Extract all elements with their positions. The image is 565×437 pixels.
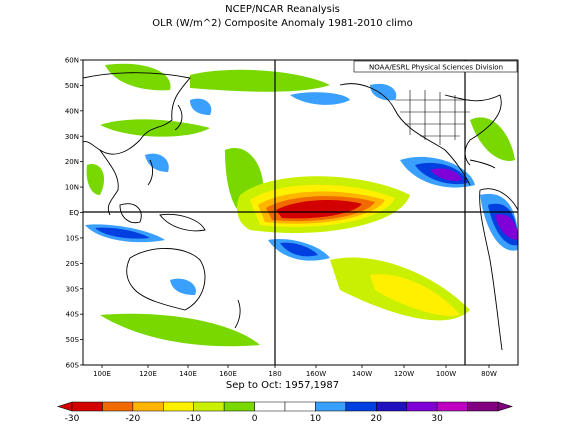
lon-tick-label-160e: 160E [219, 370, 237, 378]
colorbar-label: -10 [186, 414, 201, 424]
coast-borneo [119, 203, 142, 224]
coastlines [83, 72, 518, 351]
anomaly-fill-blue-north [290, 92, 350, 105]
lat-tick-label-40n: 40N [65, 107, 79, 115]
anomaly-fill-darkblue-indonesia [95, 227, 150, 239]
colorbar-segment [436, 401, 468, 412]
colorbar-segment [345, 401, 377, 412]
colorbar: -30 -20 -10 0 10 20 30 [57, 401, 513, 424]
state-boundaries [395, 90, 470, 145]
colorbar-segment [406, 401, 438, 412]
coast-australia [126, 248, 206, 311]
colorbar-segment [132, 401, 164, 412]
anomaly-fill-blue-wp [145, 153, 169, 172]
lat-tick-label-40s: 40S [66, 311, 80, 319]
reference-lines [83, 60, 518, 365]
lon-tick-label-180: 180 [268, 370, 281, 378]
anomaly-fill-blue-sw [170, 278, 196, 295]
colorbar-segment [315, 401, 347, 412]
colorbar-label: 10 [310, 414, 322, 424]
coast-se-asia [99, 149, 119, 216]
colorbar-arrow-low [57, 401, 73, 412]
colorbar-segment [193, 401, 225, 412]
lat-tick-label-eq: EQ [69, 209, 79, 217]
coast-newguinea [159, 213, 206, 232]
coast-japan [174, 104, 183, 131]
lat-tick-label-10s: 10S [66, 234, 80, 242]
coast-north-america [339, 83, 471, 186]
lat-tick-label-30s: 30S [66, 285, 80, 293]
colorbar-segment [223, 401, 255, 412]
anomaly-fill-green-atlantic [470, 117, 515, 161]
colorbar-label: 30 [431, 414, 443, 424]
anomaly-fill-green-nw [105, 63, 171, 91]
coast-asia [83, 72, 191, 155]
lon-tick-label-120w: 120W [394, 370, 414, 378]
colorbar-label: 20 [371, 414, 383, 424]
colorbar-label: 0 [252, 414, 258, 424]
anomaly-fill-green-indian [86, 164, 105, 195]
credit-box [353, 60, 518, 73]
colorbar-arrow-high [497, 401, 513, 412]
anomaly-fill-red-eq [276, 200, 362, 219]
lat-tick-label-50s: 50S [66, 336, 80, 344]
anomaly-fill-darkblue-sp [280, 242, 318, 257]
period-label: Sep to Oct: 1957,1987 [225, 380, 340, 391]
longitude-ticks: 100E 120E 140E 160E 180 160W 140W 120W 100W 80W [93, 365, 497, 378]
coast-south-america [479, 188, 518, 351]
chart-title: NCEP/NCAR Reanalysis [225, 4, 340, 15]
colorbar-segment [467, 401, 499, 412]
anomaly-fill-green-south [100, 313, 260, 347]
latitude-ticks: 60N 50N 40N 30N 20N 10N EQ 10S 20S 30S 40S 50S 60S [65, 57, 83, 370]
lon-tick-label-140w: 140W [352, 370, 372, 378]
lat-tick-label-20n: 20N [65, 158, 79, 166]
anomaly-field [85, 63, 518, 347]
coast-philippines [147, 159, 154, 186]
anomaly-fill-yellow-southpac [370, 274, 460, 316]
colorbar-segment [102, 401, 134, 412]
anomaly-fill-blue-ne [370, 83, 397, 101]
coast-newzealand [234, 299, 241, 329]
lat-tick-label-10n: 10N [65, 184, 79, 192]
lon-tick-label-140e: 140E [179, 370, 197, 378]
colorbar-segment [71, 401, 103, 412]
colorbar-label: -20 [126, 414, 141, 424]
anomaly-fill-purple-caribbean [430, 168, 462, 181]
colorbar-label: -30 [65, 414, 80, 424]
lon-tick-label-100w: 100W [436, 370, 456, 378]
colorbar-segment [284, 401, 316, 412]
coast-cuba [469, 159, 496, 169]
credit-label: NOAA/ESRL Physical Sciences Division [369, 64, 503, 72]
lat-tick-label-50n: 50N [65, 82, 79, 90]
anomaly-fill-green-north [190, 69, 330, 92]
lon-tick-label-80w: 80W [481, 370, 497, 378]
chart-subtitle: OLR (W/m^2) Composite Anomaly 1981-2010 … [152, 18, 413, 29]
colorbar-segment [376, 401, 407, 412]
lon-tick-label-120e: 120E [139, 370, 157, 378]
lat-tick-label-30n: 30N [65, 133, 79, 141]
lat-tick-label-60n: 60N [65, 57, 79, 65]
lat-tick-label-60s: 60S [66, 362, 80, 370]
colorbar-segment [163, 401, 194, 412]
lon-tick-label-100e: 100E [93, 370, 111, 378]
lat-tick-label-20s: 20S [66, 260, 80, 268]
anomaly-fill-blue-subtrop [190, 98, 212, 115]
anomaly-fill-purple-sa [495, 214, 518, 240]
lon-tick-label-160w: 160W [306, 370, 326, 378]
colorbar-segment [254, 401, 286, 412]
